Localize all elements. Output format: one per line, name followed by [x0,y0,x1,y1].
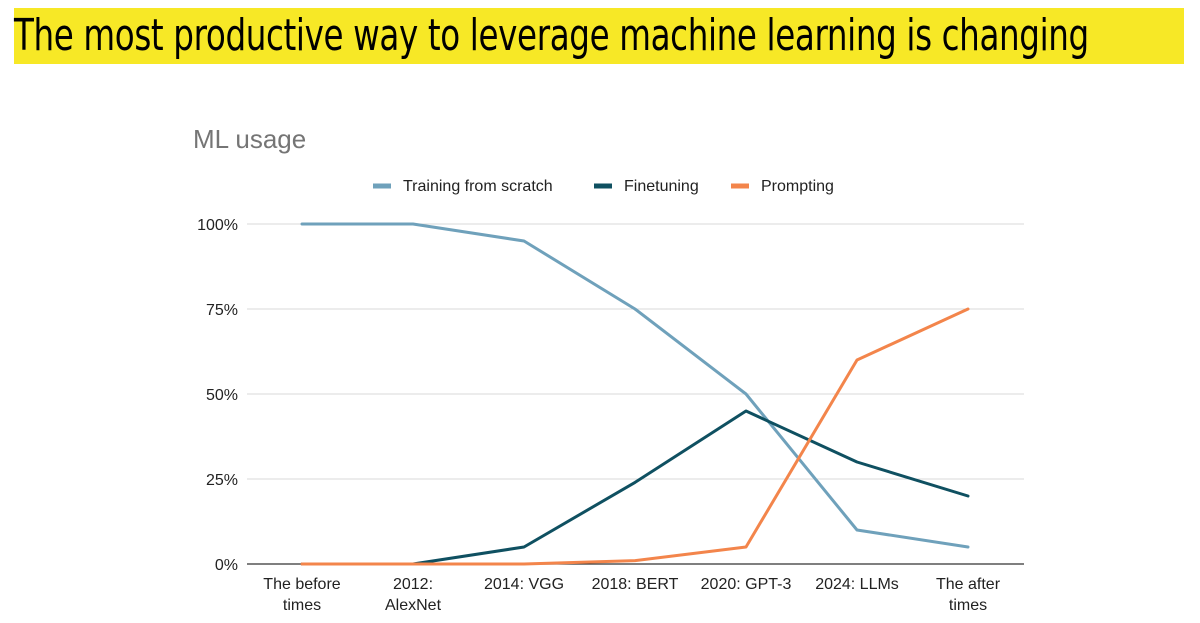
y-tick-label: 50% [206,387,238,404]
series-line-finetuning [300,409,970,566]
y-axis: 0% 25% 50% 75% 100% [197,217,238,574]
title-banner: The most productive way to leverage mach… [14,8,1184,64]
y-tick-label: 75% [206,302,238,319]
x-tick-label: The after times [936,576,1001,614]
chart-title: ML usage [193,124,306,154]
series [300,222,970,566]
series-line-prompting [300,307,970,566]
y-tick-label: 0% [215,557,238,574]
grid [247,223,1024,565]
x-tick-label: 2012: AlexNet [385,576,442,614]
legend-label: Prompting [761,178,834,195]
legend-label: Training from scratch [403,178,553,195]
x-tick-label: 2014: VGG [484,576,564,593]
y-tick-label: 25% [206,472,238,489]
legend: Training from scratch Finetuning Prompting [373,178,834,195]
x-tick-label: The before times [263,576,340,614]
x-axis: The before times 2012: AlexNet 2014: VGG 2018… [263,576,1000,614]
y-tick-label: 100% [197,217,238,234]
legend-label: Finetuning [624,178,699,195]
x-tick-label: 2018: BERT [592,576,679,593]
x-tick-label: 2020: GPT-3 [701,576,792,593]
x-tick-label: 2024: LLMs [815,576,899,593]
series-line-training-from-scratch [300,222,970,549]
